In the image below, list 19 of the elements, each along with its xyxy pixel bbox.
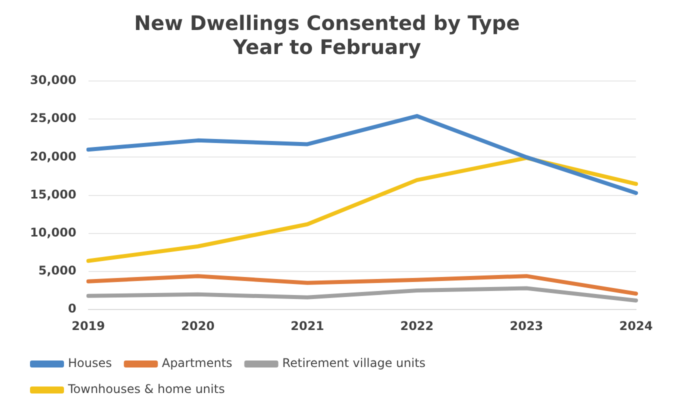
legend-label: Retirement village units xyxy=(282,356,426,370)
y-tick-label: 10,000 xyxy=(30,226,76,240)
y-tick-label: 15,000 xyxy=(30,187,76,202)
legend-label: Apartments xyxy=(162,356,232,370)
y-tick-label: 25,000 xyxy=(30,111,76,126)
x-tick-label: 2020 xyxy=(181,318,215,333)
x-tick-label: 2024 xyxy=(619,318,653,333)
y-tick-label: 20,000 xyxy=(30,149,76,164)
y-tick-label: 30,000 xyxy=(30,73,76,88)
legend-label: Houses xyxy=(68,356,112,370)
legend-label: Townhouses & home units xyxy=(67,382,225,396)
x-tick-label: 2022 xyxy=(400,318,434,333)
text: Year to February xyxy=(232,35,422,60)
y-tick-label: 0 xyxy=(68,302,76,316)
x-tick-label: 2021 xyxy=(290,318,324,333)
y-tick-label: 5,000 xyxy=(38,264,76,278)
x-tick-label: 2019 xyxy=(72,318,106,333)
text: New Dwellings Consented by Type xyxy=(134,11,520,36)
x-tick-label: 2023 xyxy=(510,318,544,333)
